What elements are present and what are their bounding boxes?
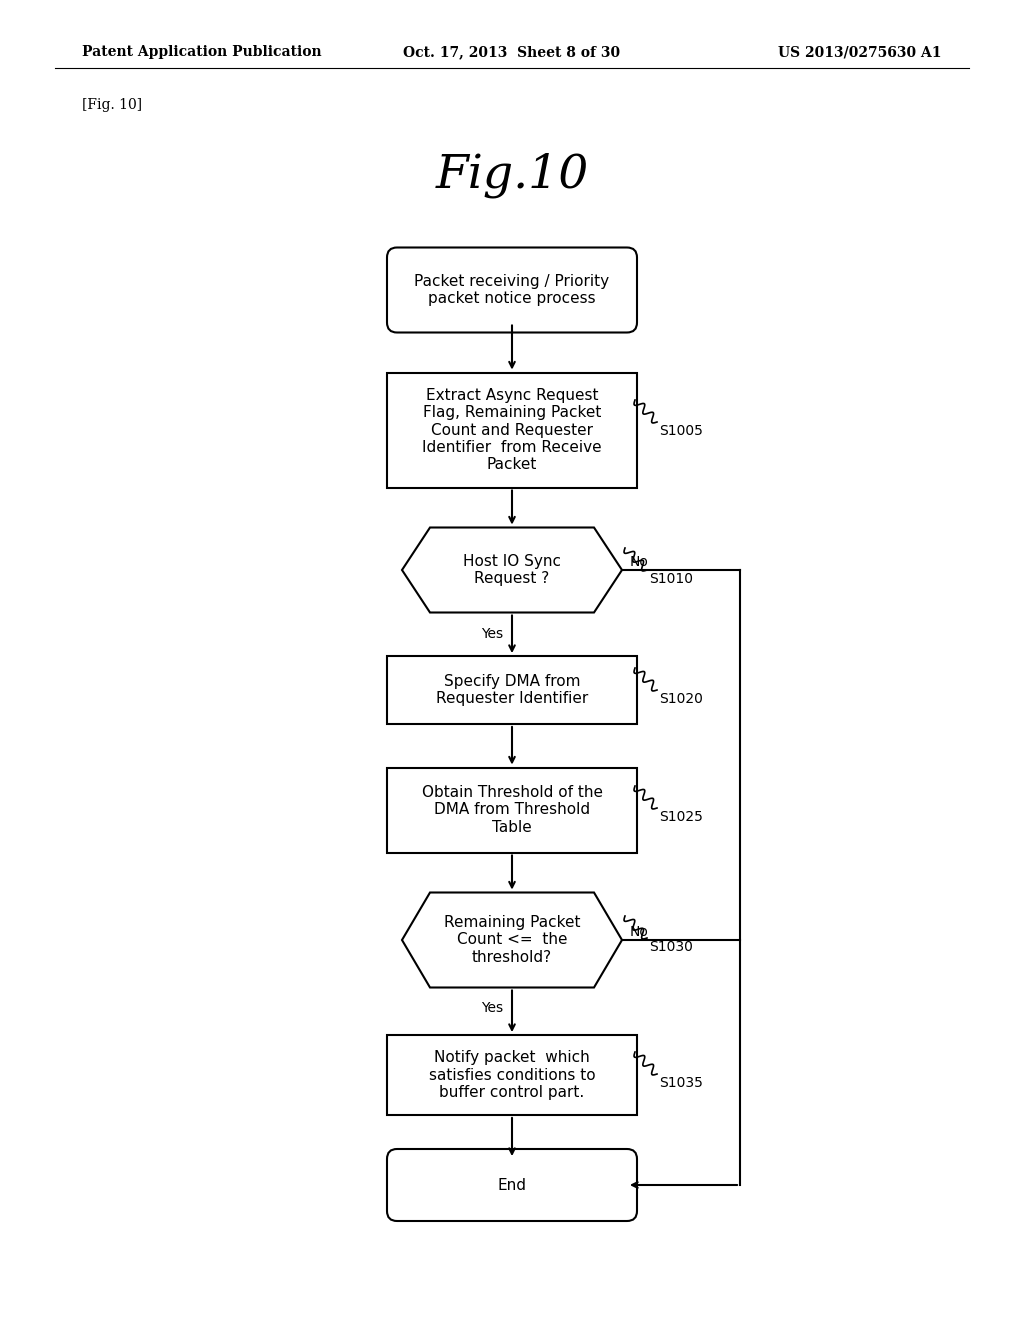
- Text: Packet receiving / Priority
packet notice process: Packet receiving / Priority packet notic…: [415, 273, 609, 306]
- Polygon shape: [402, 528, 622, 612]
- Text: S1030: S1030: [649, 940, 693, 954]
- Text: [Fig. 10]: [Fig. 10]: [82, 98, 142, 112]
- Text: Specify DMA from
Requester Identifier: Specify DMA from Requester Identifier: [436, 673, 588, 706]
- Text: Extract Async Request
Flag, Remaining Packet
Count and Requester
Identifier  fro: Extract Async Request Flag, Remaining Pa…: [422, 388, 602, 473]
- Bar: [387, 656, 637, 723]
- Text: Host IO Sync
Request ?: Host IO Sync Request ?: [463, 554, 561, 586]
- Text: Fig.10: Fig.10: [435, 152, 589, 198]
- Text: S1005: S1005: [659, 424, 702, 438]
- Text: US 2013/0275630 A1: US 2013/0275630 A1: [778, 45, 942, 59]
- Bar: [387, 767, 637, 853]
- Text: S1020: S1020: [659, 692, 702, 706]
- Text: S1010: S1010: [649, 572, 693, 586]
- Text: Yes: Yes: [481, 1002, 503, 1015]
- FancyBboxPatch shape: [387, 248, 637, 333]
- Bar: [387, 372, 637, 487]
- Text: S1035: S1035: [659, 1076, 702, 1090]
- Text: S1025: S1025: [659, 810, 702, 824]
- Text: Yes: Yes: [481, 627, 503, 640]
- Polygon shape: [402, 892, 622, 987]
- Text: Notify packet  which
satisfies conditions to
buffer control part.: Notify packet which satisfies conditions…: [429, 1051, 595, 1100]
- Text: End: End: [498, 1177, 526, 1192]
- FancyBboxPatch shape: [387, 1148, 637, 1221]
- Text: Remaining Packet
Count <=  the
threshold?: Remaining Packet Count <= the threshold?: [443, 915, 581, 965]
- Bar: [387, 1035, 637, 1115]
- Text: No: No: [630, 925, 649, 939]
- Text: No: No: [630, 554, 649, 569]
- Text: Patent Application Publication: Patent Application Publication: [82, 45, 322, 59]
- Text: Oct. 17, 2013  Sheet 8 of 30: Oct. 17, 2013 Sheet 8 of 30: [403, 45, 621, 59]
- Text: Obtain Threshold of the
DMA from Threshold
Table: Obtain Threshold of the DMA from Thresho…: [422, 785, 602, 836]
